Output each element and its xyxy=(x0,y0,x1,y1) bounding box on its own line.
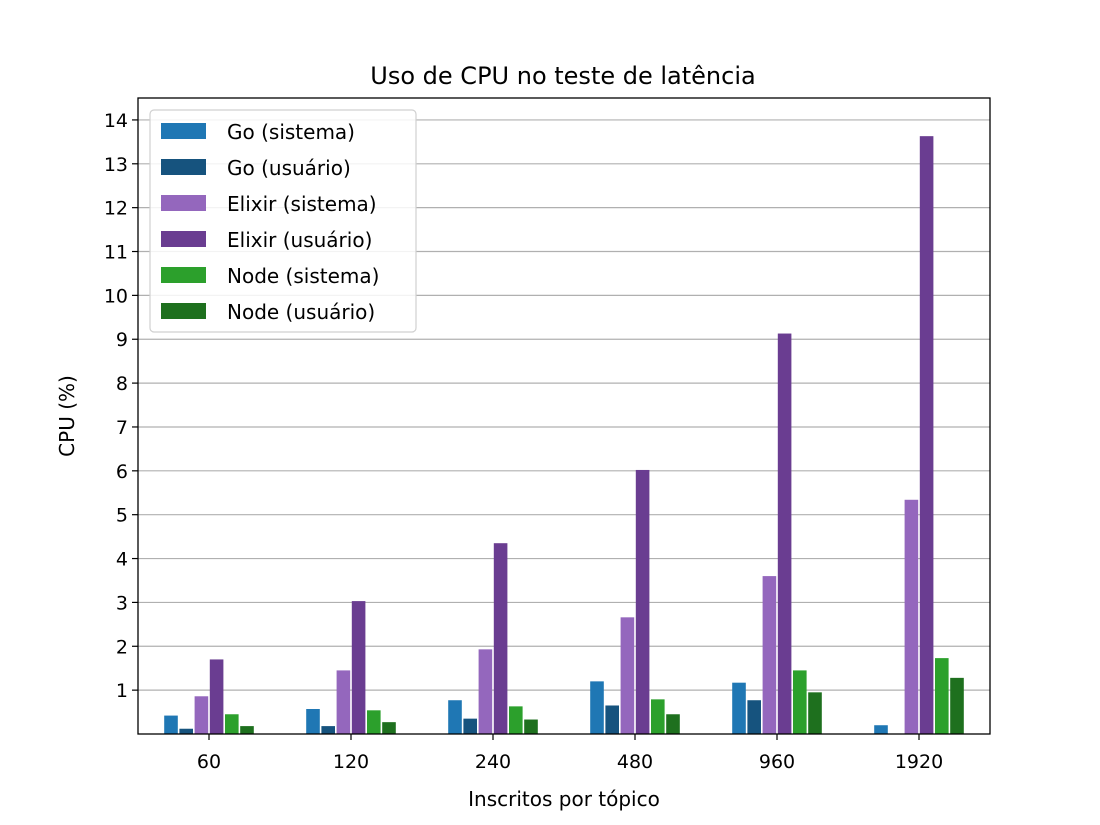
legend-swatch xyxy=(161,267,206,283)
bar xyxy=(194,696,209,734)
x-axis: 60 120 240 480 960 1920 xyxy=(197,734,943,773)
bar xyxy=(164,715,178,734)
legend-entry: Go (sistema) xyxy=(227,120,355,144)
bar xyxy=(777,333,792,734)
legend-entry: Node (sistema) xyxy=(227,264,379,288)
bar xyxy=(793,670,807,734)
y-tick-label: 13 xyxy=(104,154,128,176)
y-tick-label: 5 xyxy=(116,505,128,527)
bar xyxy=(382,722,396,734)
bar xyxy=(463,718,477,734)
x-tick-label: 60 xyxy=(197,751,221,773)
bar xyxy=(225,714,239,734)
bar xyxy=(919,136,934,734)
bar xyxy=(762,576,777,734)
y-tick-label: 12 xyxy=(104,198,128,220)
legend-swatch xyxy=(161,123,206,139)
bar xyxy=(478,649,493,734)
x-tick-label: 480 xyxy=(617,751,653,773)
x-tick-label: 240 xyxy=(475,751,511,773)
legend-swatch xyxy=(161,231,206,247)
bar xyxy=(904,499,919,734)
bar xyxy=(747,700,761,734)
legend-entry: Node (usuário) xyxy=(227,300,375,324)
y-tick-label: 6 xyxy=(116,461,128,483)
bar xyxy=(209,659,224,734)
bar xyxy=(336,670,351,734)
y-axis-label: CPU (%) xyxy=(55,375,79,457)
bar xyxy=(635,469,650,734)
bar xyxy=(666,714,680,734)
chart-title: Uso de CPU no teste de latência xyxy=(370,62,755,90)
y-tick-label: 8 xyxy=(116,373,128,395)
bar xyxy=(935,658,949,734)
bar xyxy=(524,719,538,734)
y-tick-label: 14 xyxy=(104,110,128,132)
legend-entry: Elixir (sistema) xyxy=(227,192,377,216)
legend-entry: Elixir (usuário) xyxy=(227,228,372,252)
bar xyxy=(605,705,619,734)
y-tick-label: 9 xyxy=(116,329,128,351)
legend-swatch xyxy=(161,303,206,319)
bar xyxy=(950,677,964,734)
bar xyxy=(321,726,335,734)
y-tick-label: 11 xyxy=(104,242,128,264)
bar xyxy=(306,708,320,734)
bar xyxy=(732,682,746,734)
y-tick-label: 4 xyxy=(116,549,128,571)
bars-layer xyxy=(164,136,964,734)
bar xyxy=(240,726,254,734)
bar xyxy=(351,601,366,734)
bar xyxy=(874,725,888,734)
legend-swatch xyxy=(161,159,206,175)
legend: Go (sistema) Go (usuário) Elixir (sistema)… xyxy=(149,109,417,333)
y-tick-label: 1 xyxy=(116,680,128,702)
bar xyxy=(590,681,604,734)
bar xyxy=(509,706,523,734)
x-axis-label: Inscritos por tópico xyxy=(468,787,660,811)
x-tick-label: 960 xyxy=(759,751,795,773)
bar xyxy=(493,543,508,734)
x-tick-label: 120 xyxy=(333,751,369,773)
bar xyxy=(651,699,665,734)
y-tick-label: 7 xyxy=(116,417,128,439)
bar xyxy=(448,700,462,734)
bar xyxy=(808,692,822,734)
y-tick-label: 2 xyxy=(116,636,128,658)
bar xyxy=(620,617,635,734)
bar xyxy=(179,728,193,734)
bar xyxy=(367,710,381,734)
y-tick-label: 10 xyxy=(104,285,128,307)
legend-box xyxy=(149,109,417,333)
y-tick-label: 3 xyxy=(116,592,128,614)
legend-swatch xyxy=(161,195,206,211)
x-tick-label: 1920 xyxy=(895,751,943,773)
plot-frame xyxy=(137,97,991,735)
legend-entry: Go (usuário) xyxy=(227,156,351,180)
